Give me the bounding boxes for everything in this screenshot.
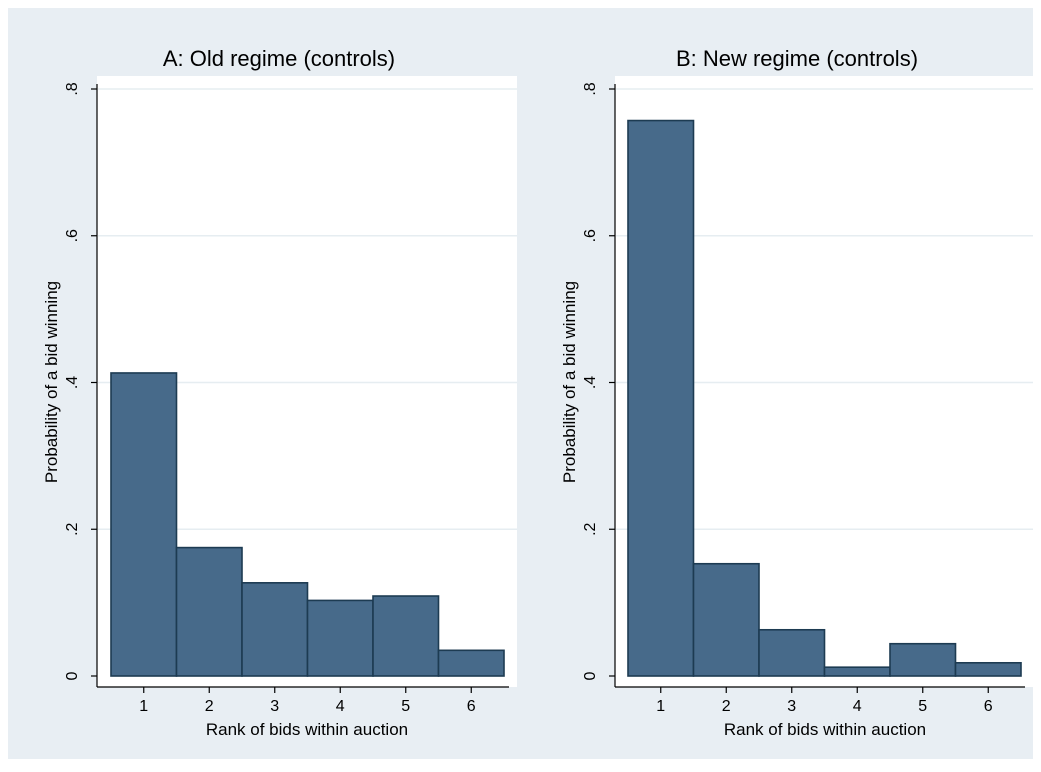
panel-a-x-axis-label: Rank of bids within auction <box>206 720 408 739</box>
panel-a: 0 .2 .4 .6 .8 1 2 3 4 5 6 A: Old regime (controls)… <box>42 46 517 739</box>
y-tick-label: .8 <box>582 82 599 95</box>
x-tick-label: 3 <box>270 698 279 715</box>
x-tick-label: 1 <box>139 698 148 715</box>
bar-rank-1 <box>627 119 695 677</box>
panel-a-y-axis-label: Probability of a bid winning <box>42 281 61 483</box>
x-tick-label: 4 <box>336 698 345 715</box>
y-tick-label: 0 <box>582 671 599 680</box>
x-tick-label: 2 <box>722 698 731 715</box>
panel-b-bars <box>627 119 1022 677</box>
x-tick-label: 3 <box>787 698 796 715</box>
x-tick-label: 6 <box>467 698 476 715</box>
panel-b-x-axis-label: Rank of bids within auction <box>724 720 926 739</box>
bar-rank-3 <box>758 628 826 677</box>
x-tick-label: 1 <box>656 698 665 715</box>
bar-rank-6 <box>437 649 505 677</box>
bar-rank-2 <box>175 546 243 677</box>
y-tick-label: .2 <box>582 522 599 535</box>
x-tick-label: 5 <box>918 698 927 715</box>
panel-a-title: A: Old regime (controls) <box>163 46 395 71</box>
x-tick-label: 2 <box>205 698 214 715</box>
panel-b-y-axis-label: Probability of a bid winning <box>560 281 579 483</box>
bar-rank-4 <box>306 599 374 677</box>
bar-rank-5 <box>372 595 440 677</box>
panel-b-title: B: New regime (controls) <box>676 46 918 71</box>
panel-a-axes: 0 .2 .4 .6 .8 1 2 3 4 5 6 <box>64 82 509 715</box>
bar-rank-1 <box>110 372 178 677</box>
y-tick-label: .6 <box>64 229 81 242</box>
bar-rank-4 <box>823 666 891 677</box>
bar-rank-2 <box>692 562 760 677</box>
x-tick-label: 5 <box>401 698 410 715</box>
y-tick-label: .2 <box>64 522 81 535</box>
panel-b: 0 .2 .4 .6 .8 1 2 3 4 5 6 B: New regime (controls)… <box>560 46 1033 739</box>
y-tick-label: .6 <box>582 229 599 242</box>
bar-rank-3 <box>241 582 309 677</box>
panel-a-bars <box>110 372 505 677</box>
y-tick-label: .4 <box>582 376 599 389</box>
panel-b-axes: 0 .2 .4 .6 .8 1 2 3 4 5 6 <box>582 82 1025 715</box>
x-tick-label: 6 <box>984 698 993 715</box>
y-tick-label: .8 <box>64 82 81 95</box>
y-tick-label: .4 <box>64 376 81 389</box>
bar-rank-5 <box>889 642 957 677</box>
x-tick-label: 4 <box>853 698 862 715</box>
y-tick-label: 0 <box>64 671 81 680</box>
bar-rank-6 <box>954 661 1022 677</box>
